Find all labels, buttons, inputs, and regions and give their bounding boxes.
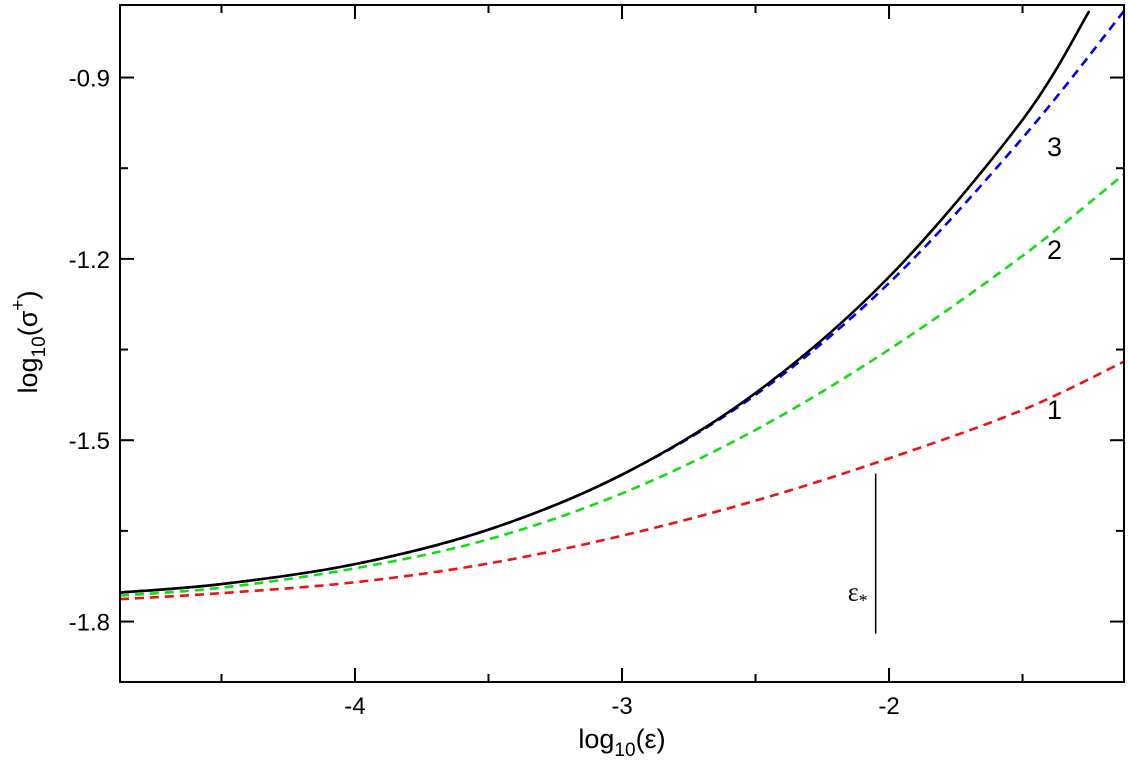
x-tick-label: -3 <box>611 693 632 720</box>
epsilon-symbol: ε <box>848 577 859 606</box>
epsilon-star-label: ε* <box>848 577 868 610</box>
x-tick-label: -2 <box>878 693 899 720</box>
curves-clip-group <box>120 10 1124 601</box>
ticks-layer <box>120 5 1124 682</box>
y-tick-label: -1.5 <box>69 428 110 455</box>
series-line-exact <box>120 10 1091 594</box>
curve-label-2: 2 <box>1047 235 1062 265</box>
y-axis-title: log10(σ+) <box>8 291 50 394</box>
series-line-2 <box>120 173 1124 597</box>
x-axis-title: log10(ε) <box>578 724 665 761</box>
epsilon-subscript: * <box>859 590 868 610</box>
curve-label-3: 3 <box>1047 132 1062 162</box>
y-tick-label: -1.8 <box>69 610 110 637</box>
series-line-3 <box>120 10 1124 594</box>
labels-layer: -4 -3 -2 -1.8 -1.5 -1.2 -0.9 3 2 1 ε* <box>69 66 1062 720</box>
x-tick-label: -4 <box>344 693 365 720</box>
curves-layer <box>120 10 1124 601</box>
y-tick-label: -1.2 <box>69 247 110 274</box>
series-line-1 <box>120 360 1124 601</box>
y-tick-label: -0.9 <box>69 66 110 93</box>
curve-label-1: 1 <box>1047 395 1062 425</box>
